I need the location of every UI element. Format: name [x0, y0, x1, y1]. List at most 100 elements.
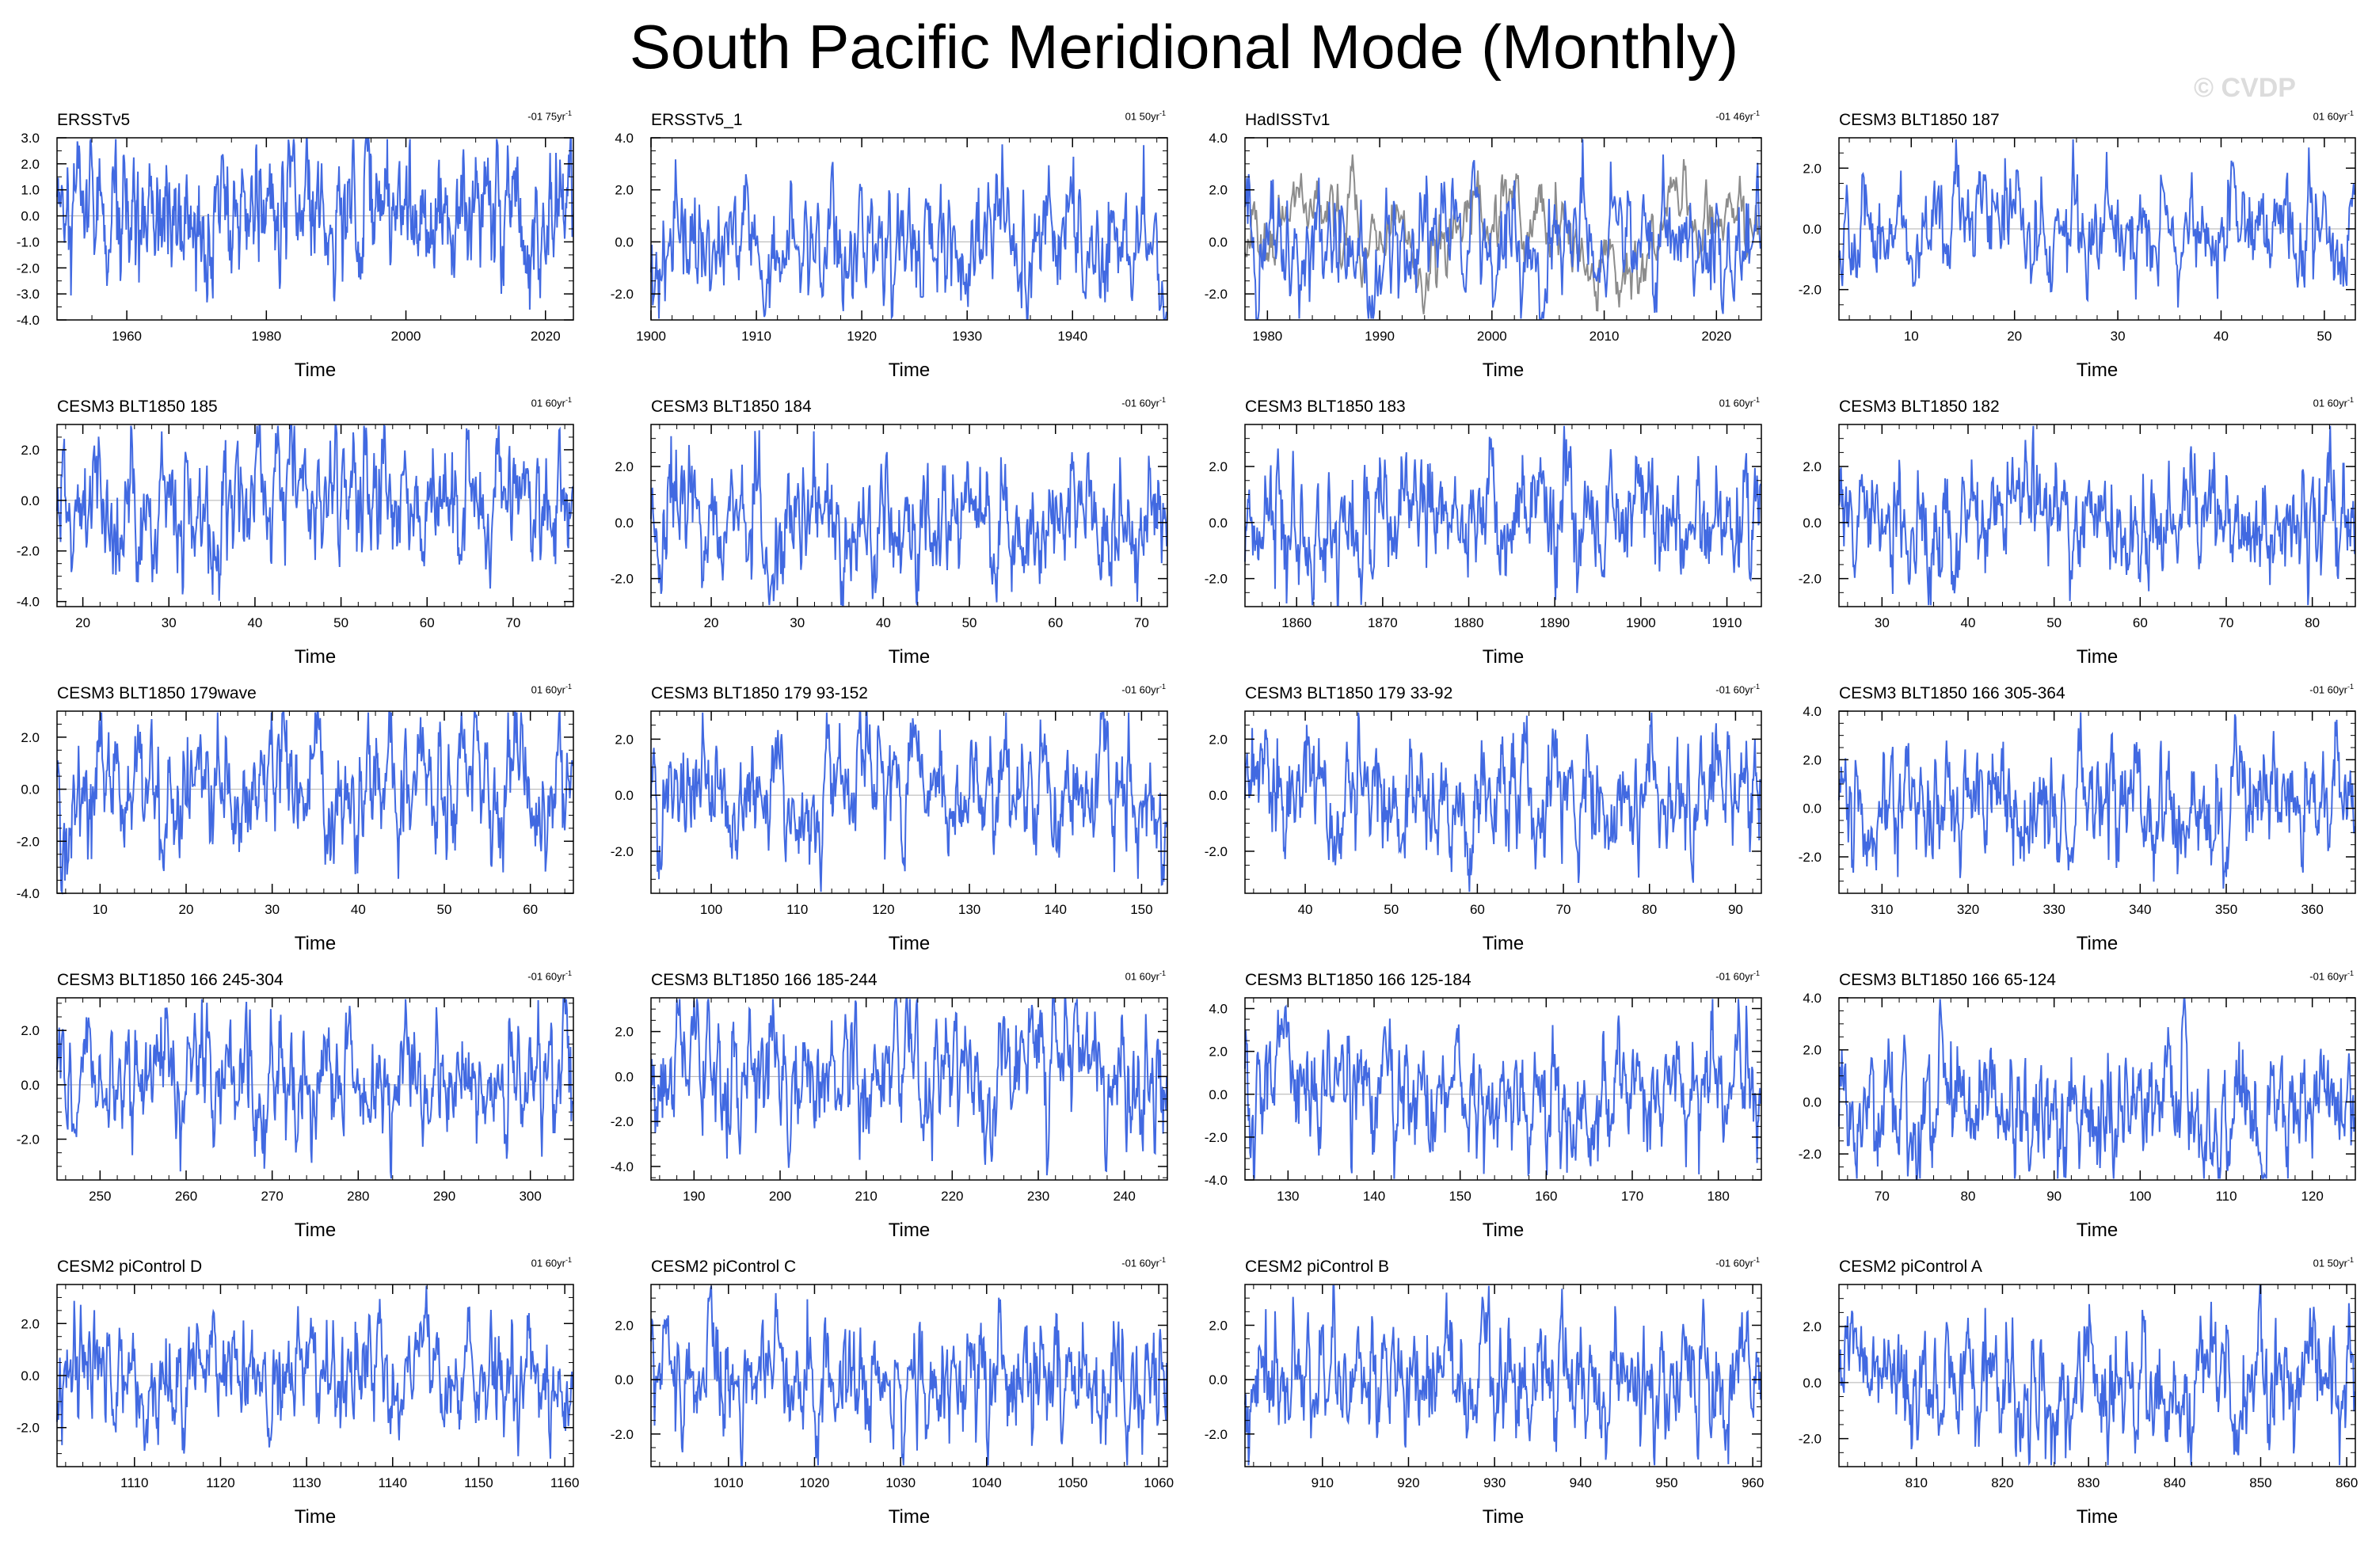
x-tick-label: 950	[1655, 1475, 1677, 1490]
series-line	[1244, 712, 1762, 892]
x-tick-label: 260	[175, 1189, 197, 1204]
trend-label: -01 60yr-1	[1715, 969, 1760, 983]
y-tick-label: 2.0	[21, 157, 40, 172]
chart-panel: CESM2 piControl A 01 50yr-1 Time 810 820 830 8…	[1782, 1250, 2368, 1536]
x-tick-label: 40	[1961, 615, 1976, 630]
x-axis-label: Time	[294, 360, 337, 381]
chart-svg: 1110 1120 1130 1140 1150 1160 -2.0 0.0 2.0	[17, 1284, 579, 1490]
x-tick-label: 190	[683, 1189, 705, 1204]
y-tick-label: -2.0	[1205, 287, 1228, 302]
x-tick-label: 1900	[636, 329, 666, 344]
y-tick-label: 1.0	[21, 183, 40, 198]
chart-svg: 310 320 330 340 350 360 -2.0 0.0 2.0 4.0	[1799, 704, 2356, 917]
x-tick-label: 60	[420, 615, 435, 630]
panel-title: CESM3 BLT1850 166 305-364	[1839, 684, 2065, 702]
series-line	[650, 998, 1168, 1176]
x-tick-label: 20	[2007, 329, 2022, 344]
panel-title: CESM3 BLT1850 183	[1245, 398, 1406, 416]
x-axis-label: Time	[294, 933, 337, 954]
x-tick-label: 1110	[120, 1475, 148, 1490]
x-tick-label: 150	[1130, 902, 1152, 917]
x-tick-label: 140	[1363, 1189, 1385, 1204]
plot-frame	[1838, 710, 2356, 894]
x-tick-label: 40	[1298, 902, 1313, 917]
x-tick-label: 2000	[1477, 329, 1507, 344]
y-tick-label: 2.0	[615, 183, 634, 198]
x-axis-label: Time	[1482, 646, 1525, 668]
y-tick-label: 2.0	[615, 732, 634, 747]
trend-label: 01 50yr-1	[1125, 109, 1166, 123]
x-axis-label: Time	[2076, 360, 2119, 381]
plot-frame	[650, 424, 1168, 607]
chart-svg: 250 260 270 280 290 300 -2.0 0.0 2.0	[17, 997, 574, 1204]
x-tick-label: 1020	[800, 1475, 830, 1490]
plot-frame	[1838, 1284, 2356, 1467]
x-axis-label: Time	[888, 360, 931, 381]
plot-frame	[56, 997, 574, 1181]
chart-svg: 1900 1910 1920 1930 1940 -2.0 0.0 2.0 4.0	[611, 131, 1168, 344]
y-tick-label: 0.0	[21, 782, 40, 797]
panel-title: HadISSTv1	[1245, 111, 1331, 129]
x-tick-label: 860	[2336, 1475, 2358, 1490]
x-tick-label: 40	[351, 902, 366, 917]
x-tick-label: 810	[1905, 1475, 1928, 1490]
y-tick-label: -2.0	[611, 287, 634, 302]
y-tick-label: 0.0	[21, 493, 40, 508]
panel-title: ERSSTv5_1	[651, 111, 743, 129]
x-axis-label: Time	[2076, 646, 2119, 668]
series-line	[56, 1285, 574, 1459]
x-tick-label: 130	[1277, 1189, 1299, 1204]
panel-title: CESM3 BLT1850 166 185-244	[651, 971, 878, 989]
x-tick-label: 200	[769, 1189, 791, 1204]
panel-title: CESM3 BLT1850 166 245-304	[57, 971, 284, 989]
x-tick-label: 110	[786, 902, 808, 917]
plot-frame	[56, 424, 574, 607]
y-tick-label: -2.0	[1205, 572, 1228, 587]
x-tick-label: 1980	[1252, 329, 1282, 344]
panel-title: CESM3 BLT1850 166 65-124	[1839, 971, 2056, 989]
panel-title: CESM2 piControl D	[57, 1258, 203, 1276]
x-tick-label: 20	[704, 615, 719, 630]
chart-panel: CESM3 BLT1850 182 01 60yr-1 Time 30 40 50 60 70…	[1782, 390, 2368, 676]
y-tick-label: 0.0	[615, 516, 634, 531]
x-tick-label: 1930	[952, 329, 982, 344]
trend-label: 01 60yr-1	[2313, 109, 2354, 123]
x-tick-label: 1060	[1144, 1475, 1174, 1490]
x-tick-label: 60	[2133, 615, 2148, 630]
y-tick-label: 2.0	[21, 730, 40, 745]
panel-title: CESM2 piControl A	[1839, 1258, 1982, 1276]
x-tick-label: 2000	[391, 329, 421, 344]
x-axis-label: Time	[294, 646, 337, 668]
x-tick-label: 290	[433, 1189, 455, 1204]
y-tick-label: 2.0	[615, 1025, 634, 1040]
x-tick-label: 2020	[1701, 329, 1731, 344]
chart-panel: CESM2 piControl B -01 60yr-1 Time 910 920 930…	[1188, 1250, 1782, 1536]
x-tick-label: 100	[700, 902, 722, 917]
chart-panel: CESM3 BLT1850 166 245-304 -01 60yr-1 Time 2…	[0, 963, 594, 1250]
y-tick-label: -1.0	[17, 234, 40, 249]
x-tick-label: 220	[941, 1189, 963, 1204]
panel-title: CESM3 BLT1850 166 125-184	[1245, 971, 1471, 989]
trend-label: -01 60yr-1	[2309, 969, 2354, 983]
x-axis-label: Time	[2076, 1220, 2119, 1241]
chart-panel: CESM3 BLT1850 183 01 60yr-1 Time 1860 1870 18…	[1188, 390, 1782, 676]
x-axis-label: Time	[1482, 1220, 1525, 1241]
series-line	[1244, 139, 1761, 320]
y-tick-label: 0.0	[21, 209, 40, 224]
panel-title: CESM2 piControl B	[1245, 1258, 1390, 1276]
y-tick-label: -2.0	[17, 1132, 40, 1147]
y-tick-label: -2.0	[17, 834, 40, 849]
y-tick-label: -4.0	[611, 1159, 634, 1174]
x-axis-label: Time	[294, 1506, 337, 1528]
chart-panel: CESM3 BLT1850 166 65-124 -01 60yr-1 Time 70…	[1782, 963, 2368, 1250]
series-line	[650, 144, 1167, 321]
series-line	[1244, 425, 1762, 607]
series-line	[56, 138, 574, 310]
x-tick-label: 50	[2046, 615, 2062, 630]
y-tick-label: -2.0	[611, 1427, 634, 1442]
trend-label: 01 60yr-1	[2313, 396, 2354, 409]
x-tick-label: 230	[1027, 1189, 1049, 1204]
trend-label: -01 60yr-1	[1121, 683, 1166, 696]
x-tick-label: 840	[2164, 1475, 2186, 1490]
x-tick-label: 1940	[1057, 329, 1087, 344]
